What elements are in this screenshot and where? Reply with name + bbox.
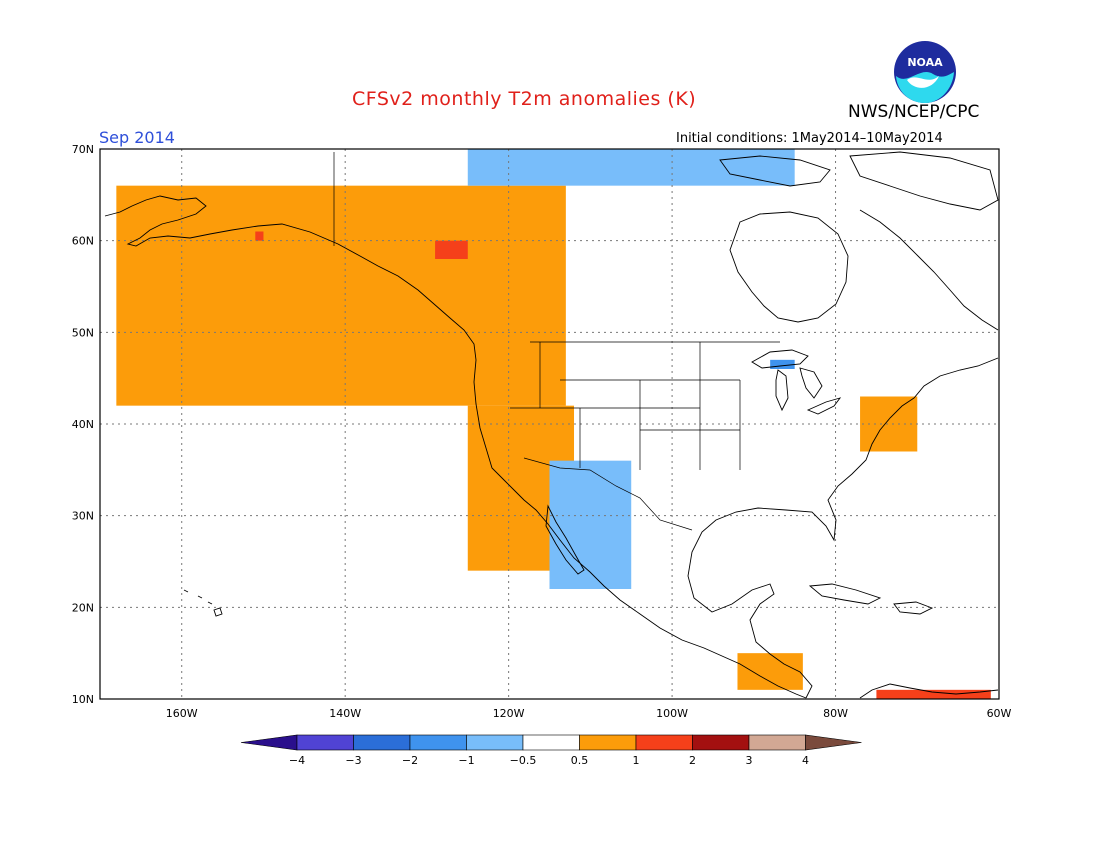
- anomaly-region-6: [770, 359, 795, 369]
- lon-tick-label: 140W: [329, 707, 361, 720]
- border-us-mexico: [523, 457, 693, 531]
- anomaly-region-8: [737, 653, 803, 690]
- colorbar-label: 2: [689, 754, 696, 767]
- month-label: Sep 2014: [99, 128, 175, 147]
- colorbar-label: 3: [746, 754, 753, 767]
- lake-superior: [751, 349, 809, 369]
- anomaly-region-5: [467, 149, 795, 186]
- lon-tick-label: 100W: [656, 707, 688, 720]
- colorbar-label: 0.5: [571, 754, 589, 767]
- lat-tick-label: 60N: [72, 235, 94, 248]
- coastline-pacific: [104, 195, 807, 699]
- coastline-south-america: [859, 683, 999, 699]
- colorbar: −4 −3 −2 −1 −0.5 0.5 1 2 3 4: [240, 734, 862, 767]
- lon-tick-label: 60W: [987, 707, 1012, 720]
- colorbar-segment: [353, 734, 411, 751]
- lat-tick-label: 50N: [72, 326, 94, 339]
- agency-label: NWS/NCEP/CPC: [848, 102, 980, 122]
- colorbar-label: −1: [458, 754, 474, 767]
- lon-tick-label: 160W: [166, 707, 198, 720]
- state-lines: [510, 342, 741, 470]
- lat-tick-label: 40N: [72, 418, 94, 431]
- lon-tick-label: 80W: [823, 707, 848, 720]
- coastline-arctic-2: [849, 151, 999, 211]
- colorbar-segment: [522, 734, 580, 751]
- colorbar-segment: [748, 734, 806, 751]
- lake-erie: [806, 397, 842, 415]
- colorbar-segment: [296, 734, 354, 751]
- lake-michigan: [775, 369, 789, 412]
- colorbar-segment: [409, 734, 467, 751]
- colorbar-label: −4: [289, 754, 305, 767]
- anomaly-region-9: [876, 689, 991, 699]
- map-title: CFSv2 monthly T2m anomalies (K): [352, 88, 697, 110]
- coastline-hudson-bay: [729, 211, 849, 323]
- colorbar-label: −0.5: [510, 754, 537, 767]
- colorbar-segment: [579, 734, 637, 751]
- anomaly-region-1: [435, 240, 468, 259]
- coastline-atlantic: [687, 357, 999, 699]
- anomaly-region-4: [549, 460, 632, 589]
- lat-tick-label: 70N: [72, 143, 94, 156]
- colorbar-arrow-high: [805, 734, 862, 751]
- colorbar-label: 4: [802, 754, 809, 767]
- anomaly-region-0: [116, 185, 566, 406]
- coastline-arctic-1: [719, 155, 831, 187]
- svg-text:NOAA: NOAA: [907, 56, 943, 69]
- lat-tick-label: 30N: [72, 510, 94, 523]
- colorbar-segment: [635, 734, 693, 751]
- anomaly-region-2: [255, 231, 264, 241]
- colorbar-arrow-low: [240, 734, 298, 751]
- colorbar-segment: [466, 734, 524, 751]
- map-frame: [99, 148, 1000, 700]
- lat-tick-label: 10N: [72, 693, 94, 706]
- coastline-baja: [545, 504, 585, 575]
- lon-tick-label: 120W: [493, 707, 525, 720]
- lat-tick-label: 20N: [72, 601, 94, 614]
- coastline-hispaniola: [893, 601, 934, 615]
- colorbar-label: 1: [633, 754, 640, 767]
- coastline-hawaii: [183, 589, 223, 617]
- colorbar-segment: [692, 734, 750, 751]
- coastline-labrador: [859, 209, 999, 331]
- initial-conditions-label: Initial conditions: 1May2014–10May2014: [676, 131, 943, 146]
- colorbar-label: −2: [402, 754, 418, 767]
- noaa-logo: NOAA: [894, 41, 956, 103]
- colorbar-label: −3: [345, 754, 361, 767]
- lake-huron: [799, 367, 823, 399]
- coastline-cuba: [808, 583, 882, 605]
